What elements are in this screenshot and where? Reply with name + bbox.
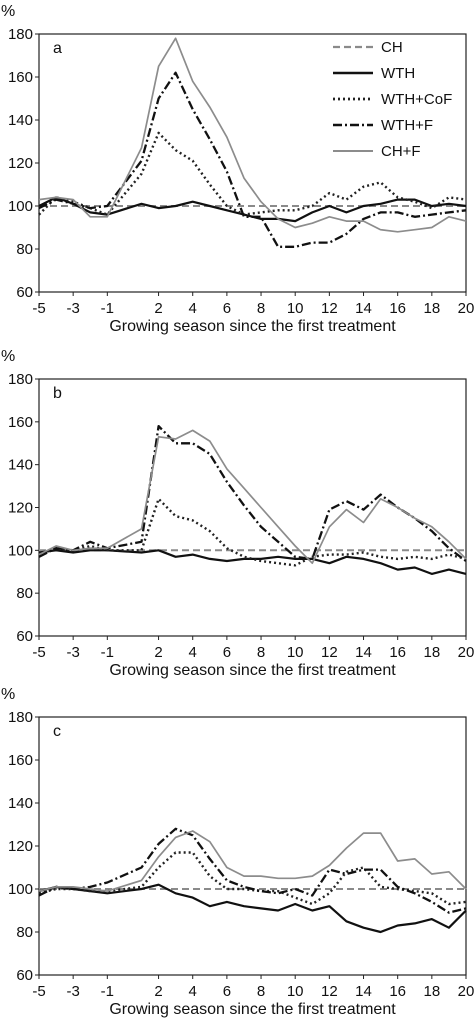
- x-tick-label: 2: [154, 644, 162, 661]
- y-tick-label: 60: [16, 967, 33, 984]
- y-tick-label: 60: [16, 628, 33, 645]
- x-tick-label: 6: [223, 983, 231, 1000]
- x-tick-label: -1: [101, 300, 114, 317]
- y-axis-label: %: [1, 686, 15, 703]
- panel-b: 60 80 100 120 140 160 180 -5 -3 -1 2 4 6 8 10 12 14 16 18 2…: [1, 348, 474, 679]
- series-line-wth-cof: [38, 851, 467, 906]
- y-tick-label: 180: [8, 371, 33, 388]
- y-tick-label: 120: [8, 155, 33, 172]
- x-axis-label: Growing season since the first treatment: [109, 662, 396, 679]
- x-tick-label: 18: [423, 300, 440, 317]
- y-tick-label: 120: [8, 500, 33, 517]
- x-tick-label: 12: [321, 983, 338, 1000]
- series-line-wth: [38, 549, 467, 576]
- panel-c: 60 80 100 120 140 160 180 -5 -3 -1 2 4 6 8 10 12 14 16 18 2…: [1, 686, 474, 1018]
- y-tick-label: 100: [8, 198, 33, 215]
- y-tick-label: 180: [8, 709, 33, 726]
- series-line-ch-f: [38, 429, 467, 565]
- legend-label: WTH+CoF: [381, 91, 452, 108]
- x-tick-label: -1: [101, 644, 114, 661]
- series-line-wth-f: [38, 827, 467, 914]
- x-tick-label: 12: [321, 300, 338, 317]
- legend-label: CH+F: [381, 143, 421, 160]
- y-tick-label: 160: [8, 69, 33, 86]
- x-tick-label: 2: [154, 300, 162, 317]
- plot-frame: [38, 716, 467, 976]
- y-tick-label: 60: [16, 284, 33, 301]
- plot-frame: [38, 378, 467, 637]
- series-line-wth-cof: [38, 131, 467, 216]
- x-tick-label: -5: [32, 300, 45, 317]
- series-line-wth: [38, 883, 467, 934]
- series-line-wth-cof: [38, 497, 467, 567]
- x-tick-label: 20: [458, 983, 474, 1000]
- y-axis-label: %: [1, 348, 15, 365]
- y-tick-label: 160: [8, 752, 33, 769]
- x-tick-label: 12: [321, 644, 338, 661]
- x-tick-label: 6: [223, 644, 231, 661]
- legend-label: WTH: [381, 65, 415, 82]
- x-axis-label: Growing season since the first treatment: [109, 1001, 396, 1018]
- legend-label: WTH+F: [381, 117, 433, 134]
- x-tick-label: -3: [66, 983, 79, 1000]
- x-tick-label: 16: [389, 983, 406, 1000]
- panel-letter: c: [53, 723, 61, 740]
- y-tick-label: 140: [8, 457, 33, 474]
- series-line-wth: [38, 196, 467, 223]
- y-tick-label: 140: [8, 795, 33, 812]
- x-tick-label: 10: [287, 644, 304, 661]
- x-tick-label: 10: [287, 300, 304, 317]
- legend-label: CH: [381, 39, 403, 56]
- x-tick-label: 16: [389, 644, 406, 661]
- y-tick-label: 80: [16, 241, 33, 258]
- series-line-ch-f: [38, 830, 467, 892]
- x-tick-label: 8: [257, 983, 265, 1000]
- y-axis-label: %: [1, 3, 15, 20]
- panel-letter: a: [53, 40, 62, 57]
- x-tick-label: 4: [189, 983, 197, 1000]
- x-tick-label: -3: [66, 644, 79, 661]
- x-tick-label: 20: [458, 644, 474, 661]
- x-tick-label: 20: [458, 300, 474, 317]
- x-tick-label: 6: [223, 300, 231, 317]
- x-tick-label: 4: [189, 644, 197, 661]
- x-tick-label: 4: [189, 300, 197, 317]
- x-tick-label: -1: [101, 983, 114, 1000]
- panel-letter: b: [53, 385, 62, 402]
- x-tick-label: -5: [32, 644, 45, 661]
- y-tick-label: 140: [8, 112, 33, 129]
- legend: CH WTH WTH+CoF WTH+F CH+F: [333, 39, 452, 160]
- y-tick-label: 100: [8, 881, 33, 898]
- x-tick-label: -5: [32, 983, 45, 1000]
- x-tick-label: -3: [66, 300, 79, 317]
- x-axis-label: Growing season since the first treatment: [109, 318, 396, 335]
- x-tick-label: 2: [154, 983, 162, 1000]
- x-tick-label: 18: [423, 983, 440, 1000]
- x-tick-label: 14: [355, 983, 372, 1000]
- series-line-wth-f: [38, 424, 467, 562]
- x-tick-label: 18: [423, 644, 440, 661]
- y-tick-label: 100: [8, 542, 33, 559]
- x-tick-label: 10: [287, 983, 304, 1000]
- series-line-ch-f: [38, 37, 467, 233]
- y-tick-label: 180: [8, 26, 33, 43]
- y-tick-label: 80: [16, 585, 33, 602]
- x-tick-label: 14: [355, 644, 372, 661]
- panel-a: 60 80 100 120 140 160 180 -5 -3 -1 2 4 6 8 10 12 14 16 18 2…: [1, 3, 474, 335]
- y-tick-label: 80: [16, 924, 33, 941]
- y-tick-label: 120: [8, 838, 33, 855]
- y-tick-label: 160: [8, 414, 33, 431]
- x-tick-label: 8: [257, 644, 265, 661]
- x-tick-label: 14: [355, 300, 372, 317]
- x-tick-label: 8: [257, 300, 265, 317]
- series-line-wth-f: [38, 71, 467, 248]
- x-tick-label: 16: [389, 300, 406, 317]
